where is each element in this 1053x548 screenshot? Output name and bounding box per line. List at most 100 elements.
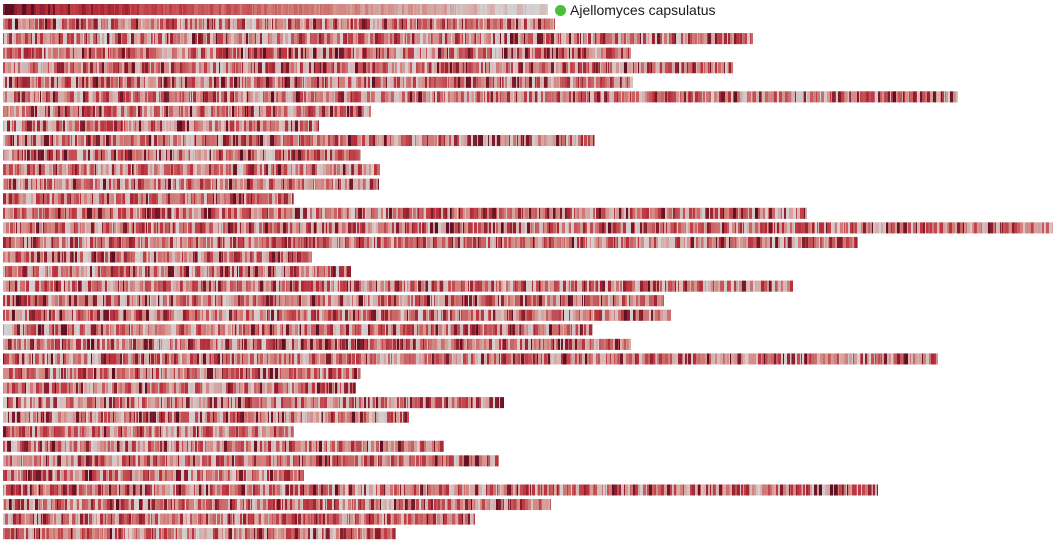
track-segment <box>394 222 396 234</box>
track-segment <box>222 222 223 234</box>
track-segment <box>603 47 606 59</box>
track-segment <box>219 120 221 132</box>
track-segment <box>569 222 571 234</box>
track-segment <box>240 222 241 234</box>
track-segment <box>297 18 299 30</box>
track-segment <box>387 76 390 88</box>
track-segment <box>102 207 105 219</box>
track-segment <box>297 76 300 88</box>
track-segment <box>435 47 438 59</box>
track-segment <box>459 222 460 234</box>
track-segment <box>537 76 540 88</box>
track-segment <box>86 135 88 147</box>
track-segment <box>593 91 594 103</box>
track-segment <box>59 135 62 147</box>
track-segment <box>66 47 69 59</box>
track-segment <box>120 76 122 88</box>
track-segment <box>521 62 523 74</box>
track-segment <box>204 178 205 190</box>
track-segment <box>259 193 262 205</box>
track-segment <box>91 4 93 15</box>
track-segment <box>179 149 181 161</box>
track-segment <box>205 222 206 234</box>
track-segment <box>223 135 226 147</box>
track-segment <box>147 178 149 190</box>
track-segment <box>406 33 407 45</box>
track-segment <box>189 62 192 74</box>
track-segment <box>665 62 668 74</box>
track-segment <box>228 33 229 45</box>
track-segment <box>48 120 50 132</box>
track-segment <box>158 222 160 234</box>
track-segment <box>6 47 7 59</box>
track-segment <box>131 4 132 15</box>
track-segment <box>553 222 556 234</box>
track-segment <box>860 222 861 234</box>
track-segment <box>292 149 293 161</box>
track-segment <box>500 91 501 103</box>
track-segment <box>678 222 681 234</box>
track-segment <box>156 62 158 74</box>
track-segment <box>460 222 462 234</box>
track-segment <box>802 222 805 234</box>
track-segment <box>547 222 549 234</box>
track-segment <box>52 62 54 74</box>
track-segment <box>848 91 849 103</box>
track-segment <box>497 4 500 15</box>
track-segment <box>309 236 311 248</box>
track-segment <box>777 222 779 234</box>
track-segment <box>19 105 22 117</box>
track-segment <box>486 33 488 45</box>
track-segment <box>174 18 177 30</box>
track-segment <box>158 193 160 205</box>
track-segment <box>586 47 589 59</box>
track-segment <box>657 33 660 45</box>
track-segment <box>549 47 550 59</box>
track-segment <box>895 91 896 103</box>
track-segment <box>850 222 852 234</box>
track-segment <box>544 62 545 74</box>
track-segment <box>527 91 529 103</box>
track-segment <box>613 222 616 234</box>
track-segment <box>424 4 427 15</box>
track-segment <box>420 62 421 74</box>
track-segment <box>243 91 246 103</box>
track-segment <box>419 76 422 88</box>
track-segment <box>246 105 247 117</box>
track-segment <box>170 222 172 234</box>
track-segment <box>432 18 434 30</box>
track-segment <box>283 4 286 15</box>
track-segment <box>147 33 150 45</box>
track-segment <box>244 135 246 147</box>
track-segment <box>27 164 30 176</box>
track-segment <box>133 47 135 59</box>
track-segment <box>14 76 15 88</box>
track-segment <box>259 47 260 59</box>
track-segment <box>920 91 922 103</box>
track-segment <box>327 4 330 15</box>
track-segment <box>30 149 31 161</box>
track-segment <box>300 207 303 219</box>
track-segment <box>122 164 123 176</box>
track-segment <box>27 76 30 88</box>
track-segment <box>655 207 658 219</box>
track-segment <box>447 4 450 15</box>
track-segment <box>384 222 386 234</box>
track-segment <box>446 236 448 248</box>
track-segment <box>135 193 138 205</box>
track-segment <box>163 76 164 88</box>
track-segment <box>1020 222 1023 234</box>
track-segment <box>421 62 422 74</box>
track-segment <box>708 62 709 74</box>
track-segment <box>116 47 118 59</box>
track-segment <box>653 91 655 103</box>
track-segment <box>30 62 33 74</box>
track-segment <box>608 222 611 234</box>
track-segment <box>625 76 626 88</box>
track-segment <box>213 33 216 45</box>
track-segment <box>414 18 416 30</box>
track-segment <box>160 62 161 74</box>
track-segment <box>71 76 74 88</box>
track-segment <box>33 47 34 59</box>
track-segment <box>362 135 365 147</box>
